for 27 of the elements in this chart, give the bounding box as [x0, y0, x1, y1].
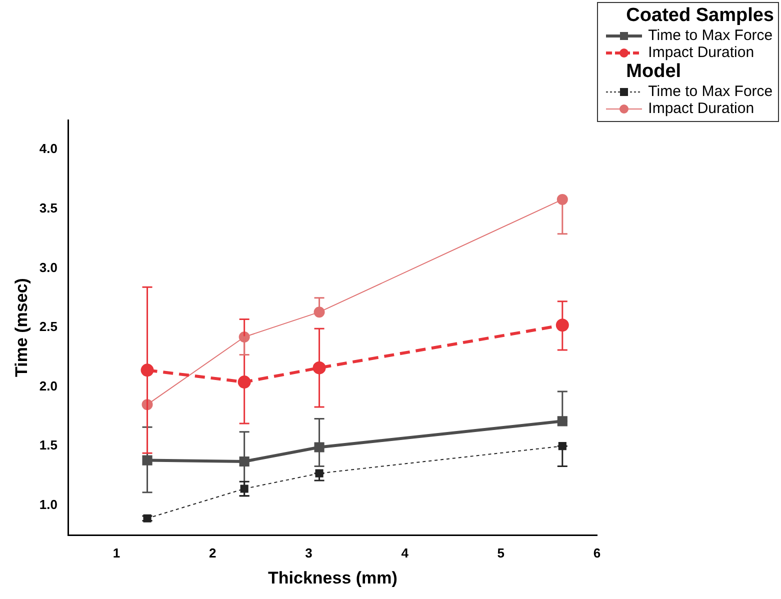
x-tick-label: 3: [305, 545, 312, 560]
legend-label: Time to Max Force: [648, 27, 773, 44]
point: [239, 456, 250, 467]
x-tick-label: 4: [401, 545, 410, 560]
point: [314, 442, 324, 452]
legend-label: Impact Duration: [648, 44, 754, 61]
text: Coated Samples: [626, 5, 774, 26]
point: [556, 318, 569, 332]
x-axis-title: Thickness (mm): [268, 568, 398, 588]
point: [142, 455, 152, 466]
y-tick-label: 4.0: [39, 141, 58, 156]
y-tick-label: 2.0: [39, 378, 58, 394]
y-tick-label: 1.5: [39, 438, 58, 453]
y-tick-label: 3.0: [39, 260, 58, 275]
y-axis-title: Time (msec): [12, 278, 31, 377]
legend-label: Time to Max Force: [648, 83, 773, 100]
x-tick-label: 1: [112, 545, 120, 560]
point: [312, 361, 326, 374]
y-tick-label: 1.0: [39, 496, 58, 512]
x-tick-label: 2: [209, 545, 216, 560]
legend-label: Impact Duration: [648, 100, 754, 117]
y-tick-label: 2.5: [39, 319, 58, 334]
y-tick-label: 3.5: [39, 200, 58, 216]
x-tick-label: 5: [497, 545, 505, 560]
point: [140, 364, 154, 377]
x-tick-label: 6: [593, 545, 601, 560]
text: Model: [626, 61, 682, 82]
